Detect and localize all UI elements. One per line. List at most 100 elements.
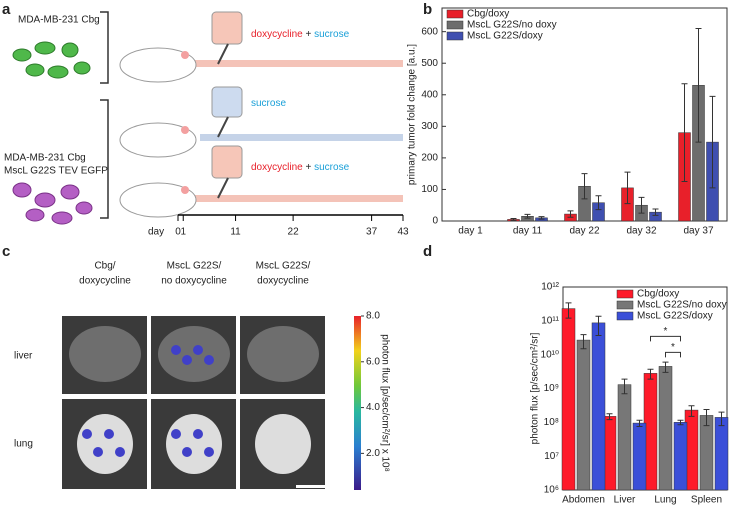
panel-label: a — [2, 1, 11, 18]
error-bar — [681, 83, 688, 183]
signal — [204, 355, 214, 365]
bar — [699, 415, 714, 491]
error-bar — [538, 216, 545, 220]
signal — [182, 355, 192, 365]
panel-a-art — [12, 11, 403, 225]
colorbar — [354, 316, 361, 490]
legend-swatch — [616, 300, 634, 310]
error-bar-line — [677, 419, 684, 426]
error-bar — [510, 217, 517, 221]
signal — [104, 429, 114, 439]
legend-swatch — [616, 289, 634, 299]
x-tick-label: day 32 — [626, 226, 656, 237]
x-tick-label: Abdomen — [562, 495, 605, 506]
timeline-label: day — [148, 227, 164, 238]
error-bar — [595, 195, 602, 211]
error-bar — [638, 196, 645, 214]
error-bar — [595, 315, 602, 336]
legend-label: MscL G22S/no doxy — [637, 300, 727, 311]
y-tick-label: 10⁷ — [544, 451, 559, 462]
y-tick-label: 10¹⁰ — [541, 349, 559, 360]
error-bar — [567, 210, 574, 218]
bar — [673, 422, 688, 491]
y-tick-label: 10¹¹ — [541, 315, 559, 326]
x-tick-label: Lung — [654, 495, 676, 506]
signal — [171, 345, 181, 355]
cell-line: MDA-MB-231 Cbg — [18, 15, 100, 26]
timeline-tick-label: 1 — [180, 227, 186, 238]
treatment-sugar: sucrose — [314, 162, 349, 173]
y-tick-label: 500 — [421, 58, 438, 69]
treatment-sugar: sucrose — [314, 29, 349, 40]
x-tick-label: day 22 — [569, 226, 599, 237]
error-bar-line — [688, 405, 695, 417]
legend-label: MscL G22S/doxy — [637, 311, 713, 322]
organ — [166, 414, 222, 474]
y-axis-label: primary tumor fold change [a.u.] — [407, 44, 418, 185]
error-bar — [647, 368, 654, 380]
timeline-tick-label: 43 — [397, 227, 409, 238]
signal — [182, 447, 192, 457]
error-bar-line — [624, 171, 631, 205]
significance-star: * — [671, 342, 675, 353]
treatment-label: doxycycline + sucrose — [251, 29, 350, 40]
y-tick-label: 10¹² — [541, 282, 559, 293]
bar — [561, 308, 576, 491]
error-bar — [695, 28, 702, 143]
error-bar — [709, 95, 716, 189]
column-header: doxycycline — [79, 276, 131, 287]
bar — [658, 366, 673, 491]
error-bar-line — [580, 334, 587, 350]
panel-label: b — [423, 1, 432, 18]
error-bar-line — [636, 419, 643, 428]
legend-swatch — [446, 31, 464, 41]
treatment-label: doxycycline + sucrose — [251, 162, 350, 173]
error-bar — [662, 361, 669, 373]
x-tick-label: day 1 — [458, 226, 483, 237]
timeline-tick-label: 37 — [366, 227, 378, 238]
organ — [255, 414, 311, 474]
signal — [193, 429, 203, 439]
y-tick-label: 0 — [432, 216, 438, 227]
error-bar — [621, 378, 628, 395]
cell-line: MDA-MB-231 Cbg — [4, 153, 86, 164]
signal — [93, 447, 103, 457]
y-tick-label: 100 — [421, 184, 438, 195]
legend-label: Cbg/doxy — [467, 9, 509, 20]
error-bar-line — [595, 195, 602, 211]
colorbar-label: 2.0 — [366, 448, 380, 459]
x-tick-label: day 37 — [683, 226, 713, 237]
error-bar-line — [567, 210, 574, 218]
signal — [82, 429, 92, 439]
signal — [204, 447, 214, 457]
legend-label: MscL G22S/doxy — [467, 31, 543, 42]
signal — [193, 345, 203, 355]
bar — [617, 384, 632, 491]
error-bar — [580, 334, 587, 350]
colorbar-label: 8.0 — [366, 311, 380, 322]
error-bar-line — [565, 302, 572, 319]
treatment-label: sucrose — [251, 98, 286, 109]
organ — [77, 414, 133, 474]
error-bar-line — [662, 361, 669, 373]
error-bar-line — [621, 378, 628, 395]
row-label: liver — [14, 351, 33, 362]
error-bar-line — [695, 28, 702, 143]
error-bar-line — [652, 208, 659, 216]
bar — [632, 422, 647, 491]
y-tick-label: 10⁶ — [544, 485, 559, 496]
column-header: doxycycline — [257, 276, 309, 287]
scale-bar — [296, 485, 326, 488]
organ — [158, 326, 230, 382]
timeline-tick-label: 11 — [230, 227, 241, 238]
treatment-plus: + — [305, 29, 311, 40]
x-tick-label: day 11 — [513, 226, 543, 237]
bar — [714, 417, 729, 491]
organ — [69, 326, 141, 382]
error-bar-line — [510, 217, 517, 221]
y-axis-label: photon flux [p/sec/cm²/sr] — [530, 332, 541, 444]
legend-swatch — [616, 311, 634, 321]
error-bar-line — [703, 408, 710, 427]
colorbar-title: photon flux [p/sec/cm²/sr] x 10⁸ — [379, 334, 390, 472]
